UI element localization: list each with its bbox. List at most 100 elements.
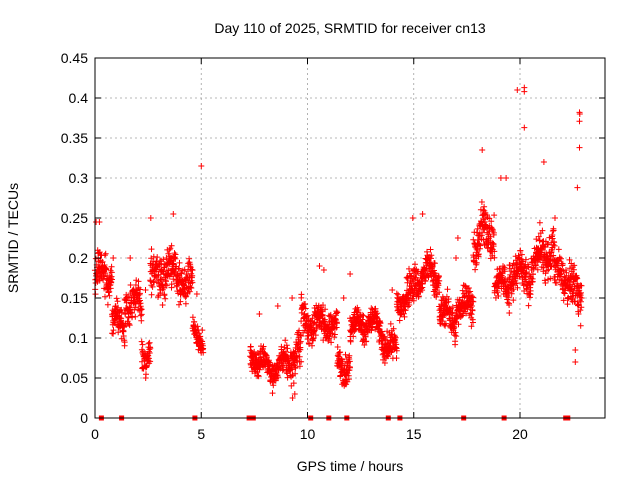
data-point — [103, 266, 110, 272]
data-point — [132, 313, 139, 320]
data-point — [138, 311, 145, 318]
data-point — [138, 306, 145, 313]
data-point — [312, 332, 319, 339]
data-point — [477, 242, 484, 249]
data-point — [431, 260, 438, 267]
data-point — [110, 327, 117, 334]
data-point — [284, 345, 291, 352]
data-point — [534, 266, 541, 273]
data-point — [389, 287, 396, 293]
data-point — [256, 366, 263, 373]
data-point — [193, 291, 200, 297]
y-tick-label: 0.2 — [69, 250, 89, 266]
data-point — [291, 391, 298, 397]
data-point — [419, 281, 426, 287]
data-point — [360, 312, 367, 319]
data-point — [452, 329, 459, 336]
data-point — [127, 255, 134, 261]
data-point — [269, 390, 276, 397]
data-point — [191, 318, 198, 325]
data-point — [572, 359, 579, 365]
data-point — [525, 302, 532, 309]
data-point — [552, 215, 558, 221]
data-point — [290, 380, 297, 387]
data-point — [539, 227, 546, 234]
data-point — [517, 247, 524, 254]
data-point — [331, 331, 338, 338]
data-point — [551, 242, 558, 249]
data-point — [491, 248, 498, 255]
data-point — [304, 336, 311, 343]
data-point — [412, 261, 418, 268]
data-point — [298, 358, 305, 365]
data-point — [578, 304, 585, 311]
data-point — [350, 333, 357, 340]
data-point — [544, 241, 551, 248]
data-point — [135, 278, 142, 285]
data-point — [274, 303, 281, 309]
data-point — [490, 243, 497, 250]
data-point — [148, 291, 155, 298]
data-point — [197, 333, 204, 340]
data-point — [346, 352, 353, 359]
data-point — [345, 376, 352, 383]
data-point — [525, 263, 532, 270]
data-point — [355, 307, 362, 313]
data-point — [115, 329, 122, 336]
data-point — [256, 311, 263, 317]
data-point — [453, 333, 460, 340]
x-tick-label: 10 — [300, 426, 316, 442]
data-point — [138, 317, 145, 324]
data-point — [393, 290, 400, 297]
data-point — [106, 292, 113, 299]
data-point — [449, 309, 456, 316]
data-point — [195, 330, 202, 337]
data-point — [402, 307, 409, 314]
y-tick-label: 0.3 — [69, 170, 89, 186]
data-point — [380, 350, 387, 357]
data-point — [342, 351, 349, 358]
data-point — [309, 315, 316, 322]
data-point — [363, 338, 370, 345]
data-point — [436, 289, 443, 296]
data-point — [182, 293, 189, 300]
data-point — [163, 282, 170, 289]
data-point — [451, 324, 458, 331]
x-axis-label: GPS time / hours — [297, 458, 404, 474]
data-point — [439, 318, 446, 325]
data-point — [137, 312, 144, 319]
y-tick-label: 0.35 — [61, 130, 88, 146]
x-tick-label: 20 — [512, 426, 528, 442]
data-point — [578, 282, 585, 289]
data-point — [533, 262, 540, 269]
data-point — [510, 286, 517, 293]
data-point — [346, 358, 353, 365]
data-point — [126, 320, 133, 327]
data-point — [571, 298, 578, 305]
data-point — [170, 276, 177, 283]
data-point — [547, 275, 554, 282]
data-point — [138, 338, 145, 345]
data-point — [322, 306, 329, 313]
x-tick-label: 0 — [91, 426, 99, 442]
data-point — [529, 278, 536, 285]
data-point — [186, 288, 193, 295]
data-point — [564, 301, 571, 308]
y-axis-label: SRMTID / TECUs — [5, 183, 21, 293]
data-point — [361, 342, 368, 348]
data-point — [444, 286, 451, 293]
data-point — [289, 295, 296, 301]
data-point — [566, 256, 573, 263]
data-point — [170, 260, 176, 267]
data-point — [559, 260, 566, 267]
data-point — [514, 284, 521, 291]
data-point — [368, 305, 375, 312]
data-point — [542, 238, 549, 245]
data-point — [522, 256, 529, 263]
data-point — [292, 364, 299, 371]
data-point — [282, 337, 289, 344]
data-point — [555, 246, 562, 253]
data-point — [364, 329, 371, 336]
data-point — [181, 266, 188, 273]
